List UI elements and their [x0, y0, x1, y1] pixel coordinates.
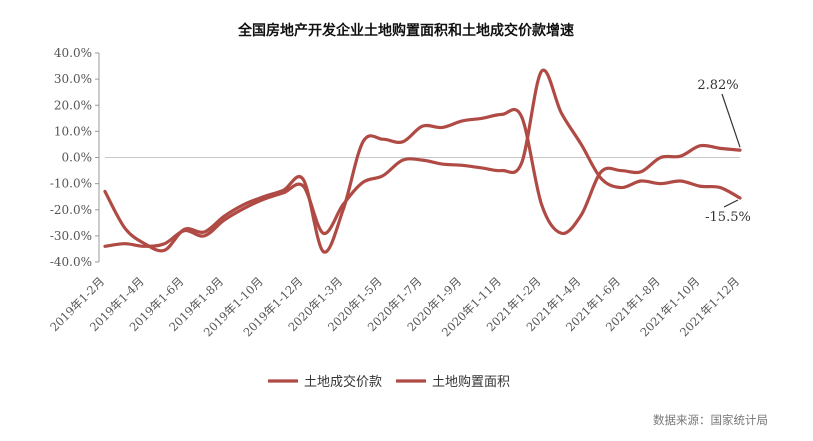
y-axis: -40.0% -30.0% -20.0% -10.0% 0.0% 10.0% 20.0% 30…: [50, 46, 740, 269]
x-axis: 2019年1-2月2019年1-4月2019年1-6月2019年1-8月2019…: [47, 274, 742, 339]
y-tick-label: -20.0%: [50, 203, 92, 217]
y-tick-label: -30.0%: [50, 229, 92, 243]
annotation-leader-area: [723, 199, 739, 208]
y-tick-label: 10.0%: [54, 124, 92, 138]
annotation-area-label: -15.5%: [705, 210, 751, 225]
source-note: 数据来源：国家统计局: [653, 413, 768, 427]
legend-label-1: 土地购置面积: [432, 374, 510, 390]
series-layer: [103, 68, 742, 254]
series-line-0: [103, 107, 742, 254]
legend: 土地成交价款 土地购置面积: [268, 374, 510, 390]
annotation-price-label: 2.82%: [697, 78, 738, 93]
y-tick-label: 40.0%: [54, 46, 92, 60]
legend-label-0: 土地成交价款: [304, 374, 382, 390]
chart-title: 全国房地产开发企业土地购置面积和土地成交价款增速: [237, 22, 574, 39]
annotation-layer: 2.82% -15.5%: [697, 78, 751, 225]
y-tick-label: 20.0%: [54, 98, 92, 112]
y-tick-label: -10.0%: [50, 177, 92, 191]
annotation-leader-price: [721, 93, 741, 148]
y-tick-label: -40.0%: [50, 255, 92, 269]
y-tick-label: 30.0%: [54, 72, 92, 86]
y-tick-label: 0.0%: [62, 151, 93, 165]
series-line-1: [103, 68, 742, 248]
